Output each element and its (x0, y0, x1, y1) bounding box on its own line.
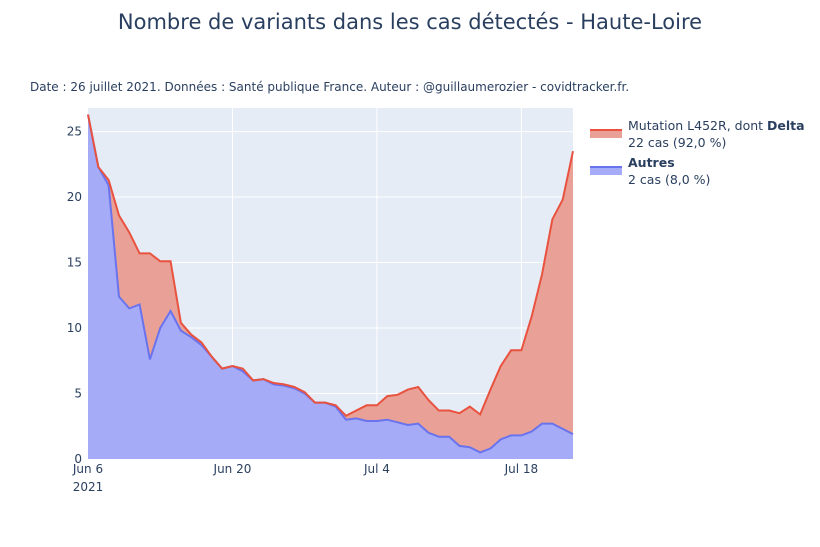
x-tick-label: Jun 6 (72, 462, 103, 476)
legend-label-delta: Mutation L452R, dont Delta (628, 118, 805, 133)
series-area-delta (88, 114, 573, 453)
legend-detail-delta: 22 cas (92,0 %) (628, 135, 726, 150)
legend-label-autres: Autres (628, 155, 675, 170)
legend-swatch-autres (590, 167, 622, 175)
series-line-delta (87, 114, 574, 418)
legend-swatch-delta (590, 130, 622, 138)
legend-detail-autres: 2 cas (8,0 %) (628, 172, 710, 187)
legend-item-delta[interactable]: Mutation L452R, dont Delta 22 cas (92,0 … (590, 118, 805, 150)
y-tick-label: 20 (67, 190, 82, 204)
y-axis-ticks: 0 5 10 15 20 25 (67, 125, 82, 466)
x-tick-label: Jul 4 (363, 462, 390, 476)
x-tick-year-label: 2021 (73, 480, 104, 494)
x-tick-label: Jun 20 (213, 462, 252, 476)
y-tick-label: 0 (74, 452, 82, 466)
y-tick-label: 10 (67, 321, 82, 335)
y-tick-label: 15 (67, 256, 82, 270)
series-area-autres (88, 114, 573, 460)
legend-label-delta-name: Mutation L452R, dont (628, 118, 767, 133)
legend-item-autres[interactable]: Autres 2 cas (8,0 %) (590, 155, 710, 187)
chart-subtitle: Date : 26 juillet 2021. Données : Santé … (30, 80, 630, 94)
x-axis-ticks: Jun 6 2021 Jun 20 Jul 4 Jul 18 (72, 462, 538, 494)
y-tick-label: 5 (74, 387, 82, 401)
legend-label-delta-bold: Delta (767, 118, 805, 133)
y-tick-label: 25 (67, 125, 82, 139)
chart-title: Nombre de variants dans les cas détectés… (117, 10, 703, 34)
legend[interactable]: Mutation L452R, dont Delta 22 cas (92,0 … (590, 118, 805, 187)
x-tick-label: Jul 18 (504, 462, 539, 476)
